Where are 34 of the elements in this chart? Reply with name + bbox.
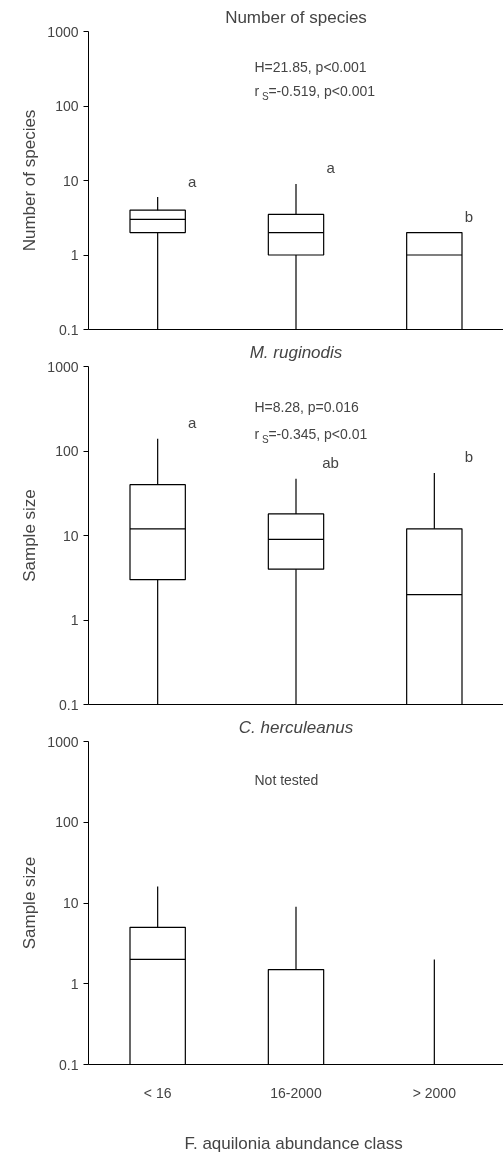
y-tick-label: 0.1 bbox=[59, 321, 79, 338]
y-tick-label: 1000 bbox=[47, 733, 79, 750]
annotation: ab bbox=[322, 454, 339, 472]
y-tick-label: 100 bbox=[55, 443, 79, 459]
annotation: a bbox=[326, 159, 336, 177]
x-axis-title: F. aquilonia abundance class bbox=[184, 1133, 403, 1153]
annotation: H=21.85, p<0.001 bbox=[254, 59, 367, 76]
y-tick-label: 10 bbox=[62, 895, 79, 911]
y-axis-title: Sample size bbox=[20, 856, 40, 950]
y-tick-label: 0.1 bbox=[59, 1056, 79, 1073]
x-tick-label: 16-2000 bbox=[270, 1084, 322, 1101]
y-tick-label: 1 bbox=[70, 247, 79, 263]
annotation: Not tested bbox=[254, 772, 319, 789]
chart-title: C. herculeanus bbox=[238, 717, 354, 737]
y-tick-label: 1000 bbox=[47, 358, 79, 375]
y-tick-label: 1000 bbox=[47, 23, 79, 40]
annotation: a bbox=[188, 414, 198, 432]
chart-title: Number of species bbox=[225, 7, 367, 27]
chart-title: M. ruginodis bbox=[249, 342, 343, 362]
annotation: a bbox=[188, 172, 198, 190]
x-tick-label: > 2000 bbox=[412, 1084, 457, 1101]
y-tick-label: 0.1 bbox=[59, 696, 79, 713]
y-tick-label: 10 bbox=[62, 527, 79, 544]
y-tick-label: 1 bbox=[70, 975, 79, 992]
y-axis-title: Number of species bbox=[20, 109, 40, 252]
annotation: b bbox=[464, 448, 474, 466]
y-tick-label: 100 bbox=[55, 98, 79, 114]
annotation: H=8.28, p=0.016 bbox=[254, 399, 360, 416]
x-tick-label: < 16 bbox=[143, 1084, 172, 1101]
y-axis-title: Sample size bbox=[20, 489, 40, 582]
y-tick-label: 1 bbox=[70, 612, 79, 628]
y-tick-label: 10 bbox=[62, 172, 79, 189]
y-tick-label: 100 bbox=[55, 814, 79, 831]
annotation: b bbox=[464, 208, 474, 226]
